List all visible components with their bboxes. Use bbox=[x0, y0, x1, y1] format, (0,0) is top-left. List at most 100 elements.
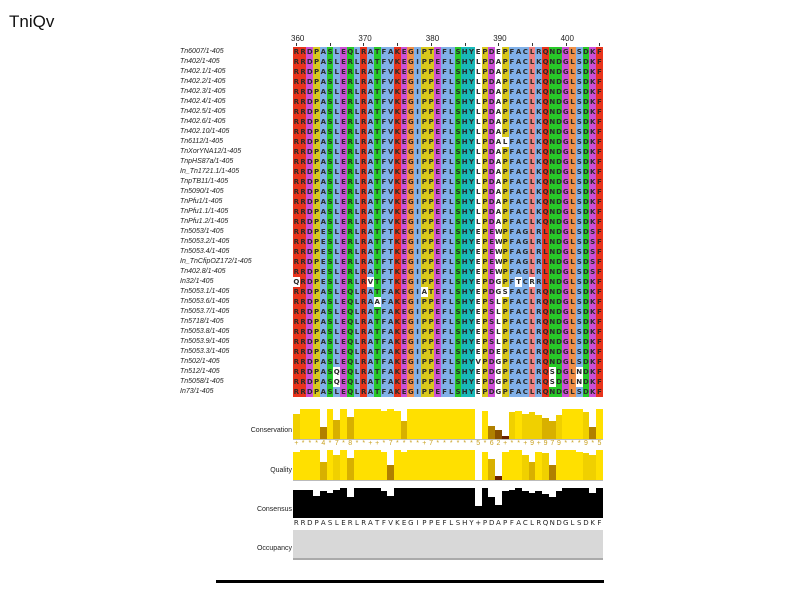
residue-cell: N bbox=[548, 327, 556, 337]
sequence-name[interactable]: TnPfu1.1/1-405 bbox=[180, 208, 229, 215]
sequence-name[interactable]: In32/1-405 bbox=[180, 278, 214, 285]
residue-cell: E bbox=[488, 257, 496, 267]
residue-cell: P bbox=[427, 167, 435, 177]
residue-cell: P bbox=[501, 347, 509, 357]
residue-cell: D bbox=[582, 187, 590, 197]
sequence-name[interactable]: Tn6007/1-405 bbox=[180, 48, 224, 55]
sequence-name[interactable]: Tn6112/1-405 bbox=[180, 138, 224, 145]
residue-cell: S bbox=[326, 327, 334, 337]
residue-cell: D bbox=[555, 287, 563, 297]
sequence-name[interactable]: Tn402.2/1-405 bbox=[180, 78, 226, 85]
sequence-name[interactable]: Tn5053.4/1-405 bbox=[180, 248, 230, 255]
residue-cell: F bbox=[596, 377, 603, 387]
residue-cell: P bbox=[420, 167, 428, 177]
residue-cell: L bbox=[474, 157, 482, 167]
sequence-name[interactable]: Tn5053.6/1-405 bbox=[180, 298, 230, 305]
sequence-name[interactable]: In_TnCfipOZ172/1-405 bbox=[180, 258, 252, 265]
residue-cell: L bbox=[528, 107, 536, 117]
residue-cell: L bbox=[569, 197, 576, 207]
residue-cell: P bbox=[481, 287, 489, 297]
sequence-name[interactable]: TnPfu1.2/1-405 bbox=[180, 218, 229, 225]
sequence-name[interactable]: Tn5053.1/1-405 bbox=[180, 288, 230, 295]
sequence-name[interactable]: Tn502/1-405 bbox=[180, 358, 220, 365]
sequence-name[interactable]: In73/1-405 bbox=[180, 388, 214, 395]
sequence-name[interactable]: Tn5053.8/1-405 bbox=[180, 328, 230, 335]
sequence-name[interactable]: Tn5053.2/1-405 bbox=[180, 238, 230, 245]
residue-cell: P bbox=[481, 387, 489, 397]
residue-cell: E bbox=[434, 267, 442, 277]
residue-cell: R bbox=[346, 77, 354, 87]
sequence-name[interactable]: Tn5718/1-405 bbox=[180, 318, 224, 325]
residue-cell: P bbox=[427, 87, 435, 97]
residue-cell: K bbox=[589, 197, 597, 207]
consensus-residue: L bbox=[355, 519, 359, 527]
residue-cell: L bbox=[353, 287, 361, 297]
sequence-name[interactable]: Tn512/1-405 bbox=[180, 368, 220, 375]
consensus-residue: P bbox=[314, 519, 319, 527]
residue-cell: A bbox=[367, 157, 374, 167]
sequence-name[interactable]: Tn402.10/1-405 bbox=[180, 128, 230, 135]
residue-cell: S bbox=[575, 287, 583, 297]
residue-cell: E bbox=[400, 347, 408, 357]
sequence-name[interactable]: Tn402.5/1-405 bbox=[180, 108, 226, 115]
residue-cell: Q bbox=[346, 347, 354, 357]
sequence-name[interactable]: TnXorYNA12/1-405 bbox=[180, 148, 242, 155]
residue-cell: A bbox=[515, 187, 522, 197]
residue-cell: E bbox=[434, 287, 442, 297]
sequence-name[interactable]: Tn402.8/1-405 bbox=[180, 268, 226, 275]
sequence-name[interactable]: Tn5053.3/1-405 bbox=[180, 348, 230, 355]
track-bar bbox=[346, 416, 354, 439]
residue-cell: F bbox=[508, 77, 516, 87]
residue-cell: S bbox=[575, 107, 583, 117]
residue-cell: C bbox=[521, 307, 529, 317]
residue-cell: R bbox=[299, 47, 307, 57]
sequence-name[interactable]: Tn402.1/1-405 bbox=[180, 68, 226, 75]
residue-cell: N bbox=[548, 147, 556, 157]
residue-cell: F bbox=[508, 277, 516, 287]
residue-cell: E bbox=[434, 387, 442, 397]
sequence-name[interactable]: Tn5053/1-405 bbox=[180, 228, 224, 235]
sequence-name[interactable]: TnpTB11/1-405 bbox=[180, 178, 229, 185]
residue-cell: S bbox=[575, 357, 583, 367]
residue-cell: Q bbox=[542, 297, 549, 307]
sequence-name[interactable]: In_Tn1721.1/1-405 bbox=[180, 168, 240, 175]
track-bar bbox=[535, 491, 543, 518]
sequence-name[interactable]: Tn402.4/1-405 bbox=[180, 98, 226, 105]
residue-cell: K bbox=[394, 157, 401, 167]
conservation-score: 7 bbox=[334, 440, 339, 447]
conservation-score: 6 bbox=[489, 440, 494, 447]
residue-cell: F bbox=[508, 157, 516, 167]
residue-cell: E bbox=[340, 317, 347, 327]
residue-cell: F bbox=[380, 377, 388, 387]
sequence-name[interactable]: Tn402/1-405 bbox=[180, 58, 220, 65]
residue-cell: P bbox=[420, 127, 428, 137]
sequence-name[interactable]: Tn5053.9/1-405 bbox=[180, 338, 230, 345]
residue-cell: I bbox=[414, 57, 421, 67]
residue-cell: R bbox=[293, 107, 300, 117]
residue-cell: F bbox=[380, 357, 388, 367]
residue-cell: S bbox=[454, 317, 462, 327]
residue-cell: K bbox=[535, 117, 543, 127]
residue-cell: D bbox=[582, 57, 590, 67]
sequence-name[interactable]: TnPfu1/1-405 bbox=[180, 198, 223, 205]
sequence-name[interactable]: Tn5053.7/1-405 bbox=[180, 308, 230, 315]
residue-cell: L bbox=[528, 297, 536, 307]
residue-cell: L bbox=[569, 157, 576, 167]
sequence-name[interactable]: Tn402.6/1-405 bbox=[180, 118, 226, 125]
ruler-label: 400 bbox=[560, 34, 574, 43]
residue-cell: P bbox=[481, 267, 489, 277]
residue-cell: C bbox=[521, 377, 529, 387]
sequence-name[interactable]: Tn5090/1-405 bbox=[180, 188, 224, 195]
residue-cell: L bbox=[569, 77, 576, 87]
track-bar bbox=[589, 427, 597, 439]
residue-cell: D bbox=[488, 127, 496, 137]
residue-cell: S bbox=[454, 237, 462, 247]
track-bar bbox=[299, 409, 307, 439]
sequence-name[interactable]: TnpHS87a/1-405 bbox=[180, 158, 234, 165]
sequence-name[interactable]: Tn5058/1-405 bbox=[180, 378, 224, 385]
residue-cell: I bbox=[414, 317, 421, 327]
residue-cell: D bbox=[555, 327, 563, 337]
sequence-name[interactable]: Tn402.3/1-405 bbox=[180, 88, 226, 95]
track-bar bbox=[420, 450, 428, 480]
